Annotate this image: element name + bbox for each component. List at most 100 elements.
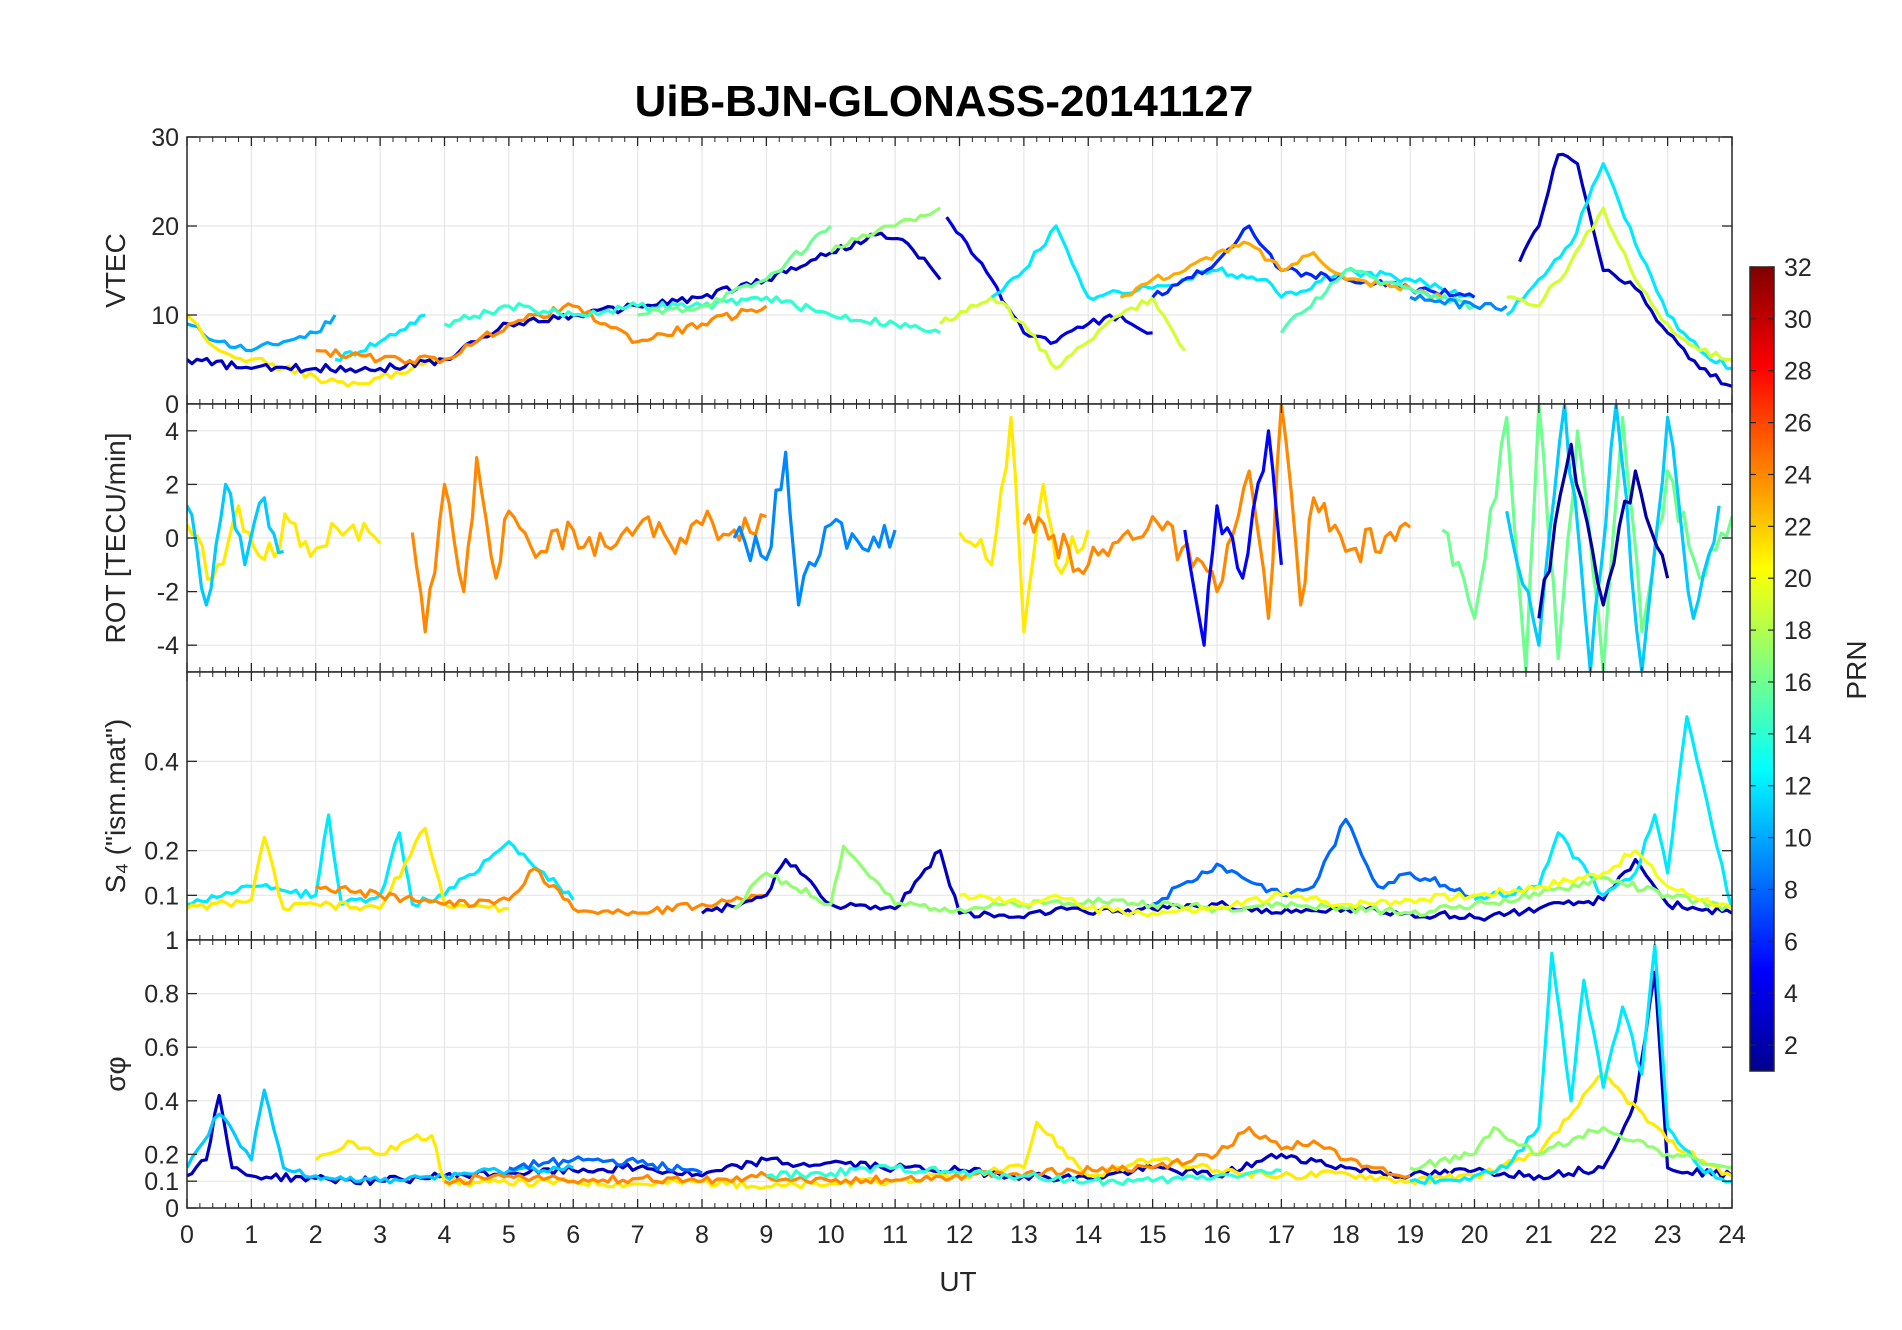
vtec-y-ticks: 0 10 20 30 [151,124,1732,419]
s4-y-tick-label: 0.4 [144,748,179,776]
x-tick-label: 9 [759,1221,773,1249]
vtec-series-prn-19 [938,295,1187,370]
x-tick-labels: 0 1 2 3 4 5 6 7 8 9 10 11 12 13 14 15 16 17 18 19 20 21 22 23 24 [180,1221,1746,1249]
x-tick-label: 6 [566,1221,580,1249]
sigma-phi-series [187,943,1732,1191]
x-tick-label: 19 [1396,1221,1424,1249]
x-tick-label: 16 [1203,1221,1231,1249]
sigma-phi-y-tick-label: 0.6 [144,1034,179,1062]
chart-title: UiB-BJN-GLONASS-20141127 [635,77,1254,126]
colorbar-tick-label: 30 [1784,306,1812,334]
sigma-phi-y-tick-label: 0.2 [144,1141,179,1169]
sigma-phi-y-tick-label: 0 [165,1195,179,1223]
colorbar-tick-label: 22 [1784,513,1812,541]
x-tick-label: 1 [244,1221,258,1249]
colorbar-gradient [1749,266,1775,1072]
sigma-phi-panel: 00.10.2 0.4 0.6 0.8 1 σφ [100,927,1733,1223]
s4-y-tick-label: 0.1 [144,882,179,910]
colorbar-tick-label: 18 [1784,617,1812,645]
s4-panel: 0.1 0.2 0.4 S₄ ("ism.mat") [100,671,1733,941]
rot-y-tick-label: -2 [157,579,179,607]
s4-series-prn-20 [959,849,1732,918]
vtec-series [187,152,1732,388]
x-tick-label: 22 [1589,1221,1617,1249]
colorbar-tick-label: 24 [1784,461,1812,489]
s4-series-prn-8 [1152,817,1476,906]
vtec-series-prn-16 [637,224,832,317]
vtec-series-prn-12 [1505,162,1732,370]
x-tick-label: 3 [373,1221,387,1249]
x-tick-label: 23 [1654,1221,1682,1249]
vtec-y-tick-label: 30 [151,124,179,152]
x-tick-label: 20 [1461,1221,1489,1249]
sigma-phi-series-prn-12 [1409,943,1732,1186]
sigma-phi-series-prn-11 [187,1088,574,1185]
s4-series-prn-24 [315,866,767,917]
vtec-series-prn-3 [1518,152,1732,388]
sigma-phi-y-axis-label: σφ [100,1056,131,1091]
sigma-phi-y-tick-label: 0.4 [144,1088,179,1116]
colorbar-tick-label: 6 [1784,928,1798,956]
colorbar-tick-label: 28 [1784,358,1812,386]
vtec-series-prn-10 [187,314,337,353]
sigma-phi-y-tick-label: 1 [165,927,179,955]
rot-y-ticks: -4 -2 0 2 4 [157,418,1732,660]
x-tick-label: 18 [1332,1221,1360,1249]
vtec-y-tick-label: 20 [151,213,179,241]
colorbar-tick-label: 10 [1784,825,1812,853]
x-tick-label: 11 [882,1221,908,1249]
x-tick-label: 15 [1139,1221,1167,1249]
colorbar-tick-label: 12 [1784,773,1812,801]
vtec-series-prn-19 [1506,206,1732,362]
vtec-series-prn-21 [187,313,445,388]
x-tick-label: 10 [817,1221,845,1249]
sigma-phi-series-prn-17 [1409,1126,1732,1172]
rot-y-tick-label: 4 [165,418,179,446]
vtec-series-prn-6 [1151,224,1476,299]
rot-series-prn-11 [187,482,285,607]
x-tick-label: 24 [1718,1221,1746,1249]
colorbar-tick-label: 16 [1784,669,1812,697]
sigma-phi-y-tick-label: 0.8 [144,981,179,1009]
sigma-phi-y-tick-label: 0.1 [144,1168,179,1196]
rot-series-prn-2 [1537,442,1670,619]
x-tick-label: 21 [1525,1221,1553,1249]
colorbar-tick-label: 4 [1784,980,1798,1008]
vtec-y-tick-label: 0 [165,391,179,419]
sigma-phi-series-prn-24 [443,1126,1411,1186]
sigma-phi-series-prn-14 [766,1163,1282,1187]
rot-y-tick-label: -4 [157,632,179,660]
vtec-series-prn-23 [1119,240,1444,300]
x-axis-label: UT [939,1266,976,1297]
colorbar-tick-label: 32 [1784,254,1812,282]
sigma-phi-series-prn-3 [187,970,1732,1186]
x-tick-label: 14 [1074,1221,1102,1249]
rot-series-prn-24 [1022,404,1412,620]
vtec-series-prn-24 [315,302,768,365]
vtec-series-prn-12 [990,224,1475,302]
x-tick-label: 13 [1010,1221,1038,1249]
sigma-phi-x-ticks [186,940,1733,1208]
vtec-series-prn-14 [443,295,941,335]
rot-y-tick-label: 2 [165,471,179,499]
s4-series-prn-17 [733,844,1732,917]
x-tick-label: 0 [180,1221,194,1249]
colorbar-tick-label: 20 [1784,565,1812,593]
colorbar-tick-label: 2 [1784,1032,1798,1060]
rot-series-prn-9 [732,450,897,607]
sigma-phi-series-prn-8 [508,1155,703,1175]
colorbar-tick-label: 14 [1784,721,1812,749]
vtec-y-tick-label: 10 [151,302,179,330]
colorbar-label: PRN [1841,640,1872,699]
vtec-x-ticks [186,137,1733,404]
s4-y-tick-label: 0.2 [144,838,179,866]
s4-series [187,715,1732,922]
rot-series [187,404,1732,672]
rot-panel: -4 -2 0 2 4 ROT [TECU/min] [100,403,1733,673]
x-tick-label: 4 [438,1221,452,1249]
s4-y-ticks: 0.1 0.2 0.4 [144,748,1732,910]
vtec-series-prn-9 [1409,293,1508,312]
